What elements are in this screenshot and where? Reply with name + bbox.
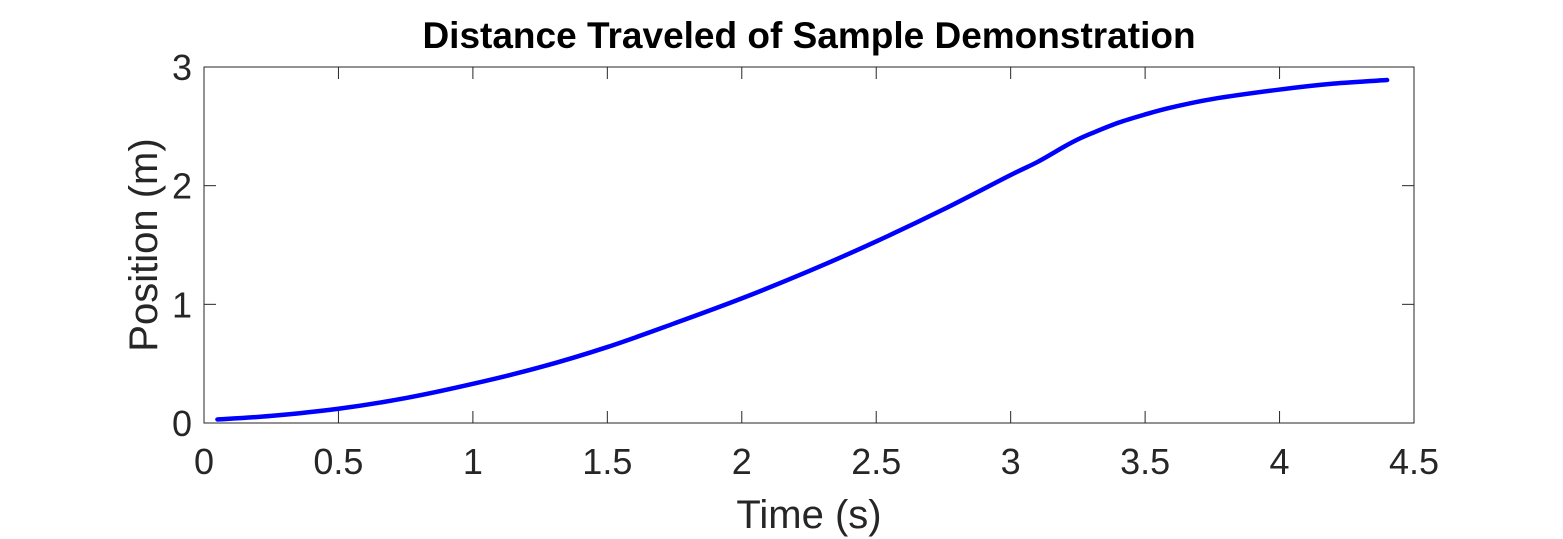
x-tick-label: 2 (732, 441, 752, 482)
x-tick-label: 4.5 (1389, 441, 1439, 482)
x-tick-label: 2.5 (851, 441, 901, 482)
x-axis-label: Time (s) (736, 493, 881, 537)
x-tick-label: 1 (463, 441, 483, 482)
x-tick-label: 3.5 (1120, 441, 1170, 482)
x-axis-tick-labels: 0 0.5 1 1.5 2 2.5 3 3.5 4 4.5 (194, 441, 1439, 482)
series-line (215, 77, 1390, 422)
chart-title: Distance Traveled of Sample Demonstratio… (422, 15, 1195, 56)
y-axis-tick-labels: 0 1 2 3 (172, 47, 192, 444)
y-tick-label: 3 (172, 47, 192, 88)
x-tick-label: 0.5 (313, 441, 363, 482)
y-axis-label: Position (m) (122, 138, 166, 351)
x-tick-label: 4 (1270, 441, 1290, 482)
y-tick-label: 2 (172, 166, 192, 207)
x-tick-label: 0 (194, 441, 214, 482)
x-tick-label: 3 (1001, 441, 1021, 482)
y-tick-label: 0 (172, 403, 192, 444)
y-tick-label: 1 (172, 284, 192, 325)
plot-area (203, 66, 1415, 424)
axis-ticks (203, 66, 1415, 424)
x-tick-label: 1.5 (582, 441, 632, 482)
